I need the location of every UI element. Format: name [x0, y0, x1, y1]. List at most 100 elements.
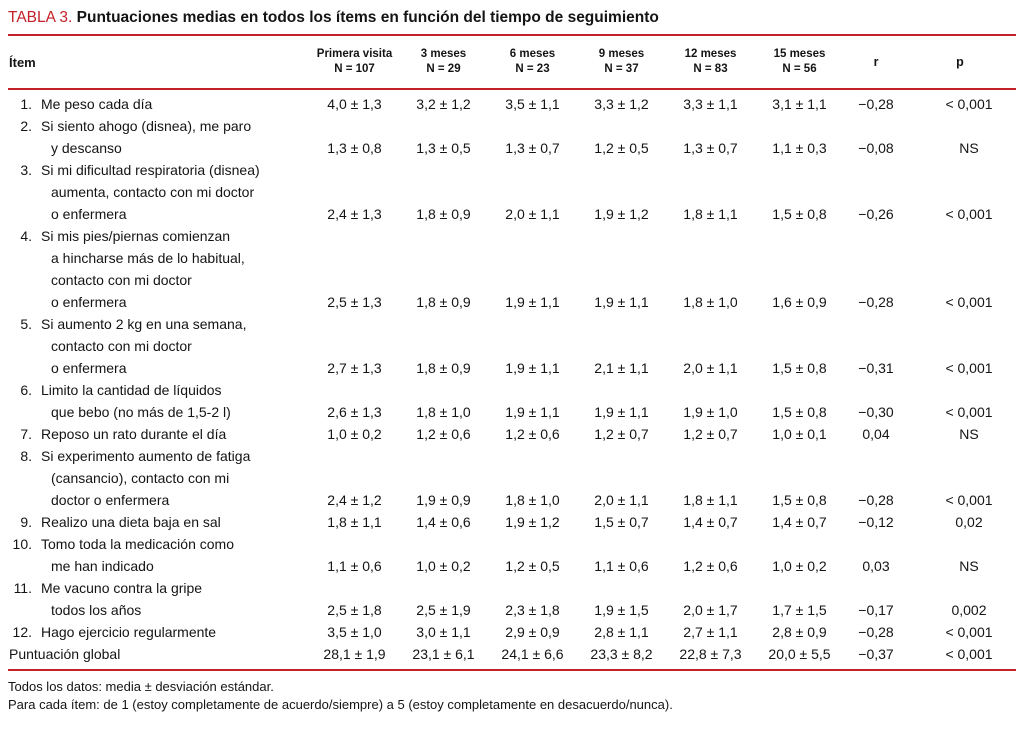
- column-header-visit-label: 9 meses: [598, 48, 645, 60]
- column-header-visit-label: 3 meses: [420, 48, 467, 60]
- score-cell: 3,1 ± 1,1: [772, 96, 827, 112]
- item-text: Puntuación global: [8, 643, 120, 665]
- score-cell: 1,5 ± 0,8: [772, 404, 827, 420]
- r-value-cell: −0,28: [858, 624, 894, 640]
- score-cell: 1,0 ± 0,2: [327, 426, 382, 442]
- score-cell: 1,2 ± 0,7: [594, 426, 649, 442]
- item-number: 10.: [12, 536, 32, 552]
- score-cell: 2,9 ± 0,9: [505, 624, 560, 640]
- score-cell: 1,9 ± 1,1: [505, 360, 560, 376]
- score-cell: 2,7 ± 1,3: [327, 360, 382, 376]
- score-cell: 1,2 ± 0,5: [594, 140, 649, 156]
- column-header-visit: 6 meses N = 23: [488, 47, 577, 77]
- column-header-sample-size: N = 107: [334, 63, 375, 75]
- table-footnotes: Todos los datos: media ± desviación está…: [8, 671, 1016, 714]
- footnote-data-format: Todos los datos: media ± desviación está…: [8, 679, 274, 694]
- table-row: 6. Limito la cantidad de líquidos que beb…: [8, 379, 1016, 423]
- item-cell: 2. Si siento ahogo (disnea), me paro y de…: [8, 115, 310, 159]
- table-row: 12. Hago ejercicio regularmente 3,5 ± 1,…: [8, 621, 1016, 643]
- score-cell: 1,3 ± 0,7: [683, 140, 738, 156]
- item-number: 8.: [20, 448, 32, 464]
- score-cell: 1,1 ± 0,6: [327, 558, 382, 574]
- score-cell: 1,9 ± 1,1: [505, 294, 560, 310]
- table-row: 11. Me vacuno contra la gripe todos los a…: [8, 577, 1016, 621]
- item-text-line: Si experimento aumento de fatiga: [41, 448, 251, 464]
- table-row: 7. Reposo un rato durante el día 1,0 ± 0…: [8, 423, 1016, 445]
- score-cell: 1,5 ± 0,8: [772, 206, 827, 222]
- score-cell: 2,0 ± 1,1: [683, 360, 738, 376]
- item-text-line: Si siento ahogo (disnea), me paro: [41, 118, 252, 134]
- r-value-cell: −0,31: [858, 360, 894, 376]
- bottom-rule: [8, 669, 1016, 671]
- column-header-visit: 9 meses N = 37: [577, 47, 666, 77]
- p-value-cell: < 0,001: [945, 624, 993, 640]
- item-text-line: Si mi dificultad respiratoria (disnea): [41, 162, 260, 178]
- column-header-sample-size: N = 83: [693, 63, 728, 75]
- table-number-label: TABLA 3.: [8, 9, 73, 26]
- item-text: Si mis pies/piernas comienzan a hincharse…: [32, 225, 245, 313]
- column-header-sample-size: N = 29: [426, 63, 461, 75]
- score-cell: 2,7 ± 1,1: [683, 624, 738, 640]
- table-row: 3. Si mi dificultad respiratoria (disnea…: [8, 159, 1016, 225]
- item-text: Si experimento aumento de fatiga (cansanc…: [32, 445, 250, 511]
- table-row: 4. Si mis pies/piernas comienzan a hincha…: [8, 225, 1016, 313]
- footnote-scale: Para cada ítem: de 1 (estoy completament…: [8, 697, 673, 712]
- table-body: 1. Me peso cada día 4,0 ± 1,3 3,2 ± 1,2 3,…: [8, 90, 1016, 669]
- table-title: TABLA 3. Puntuaciones medias en todos lo…: [8, 7, 1016, 28]
- table-row: 2. Si siento ahogo (disnea), me paro y de…: [8, 115, 1016, 159]
- item-number: 2.: [20, 118, 32, 134]
- item-text: Si mi dificultad respiratoria (disnea) au…: [32, 159, 260, 225]
- r-value-cell: −0,12: [858, 514, 894, 530]
- column-header-sample-size: N = 23: [515, 63, 550, 75]
- p-value-cell: < 0,001: [945, 646, 993, 662]
- item-text-line: Realizo una dieta baja en sal: [41, 514, 221, 530]
- score-cell: 1,2 ± 0,5: [505, 558, 560, 574]
- table-row: 9. Realizo una dieta baja en sal 1,8 ± 1…: [8, 511, 1016, 533]
- item-text: Hago ejercicio regularmente: [32, 621, 216, 643]
- column-header-p: p: [956, 55, 964, 69]
- score-cell: 1,7 ± 1,5: [772, 602, 827, 618]
- score-cell: 24,1 ± 6,6: [501, 646, 564, 662]
- item-text-line: o enfermera: [51, 294, 127, 310]
- item-text-line: Tomo toda la medicación como: [41, 536, 234, 552]
- p-value-cell: < 0,001: [945, 492, 993, 508]
- item-cell: 10. Tomo toda la medicación como me han i…: [8, 533, 310, 577]
- item-cell: 11. Me vacuno contra la gripe todos los a…: [8, 577, 310, 621]
- item-text-line: Hago ejercicio regularmente: [41, 624, 217, 640]
- score-cell: 1,9 ± 1,1: [505, 404, 560, 420]
- r-value-cell: 0,04: [862, 426, 890, 442]
- p-value-cell: NS: [959, 558, 979, 574]
- item-cell: 5. Si aumento 2 kg en una semana, contact…: [8, 313, 310, 379]
- table-row: 5. Si aumento 2 kg en una semana, contact…: [8, 313, 1016, 379]
- item-cell: 9. Realizo una dieta baja en sal: [8, 511, 310, 533]
- column-header-sample-size: N = 37: [604, 63, 639, 75]
- p-value-cell: < 0,001: [945, 96, 993, 112]
- column-header-visit-label: 6 meses: [509, 48, 556, 60]
- r-value-cell: −0,28: [858, 492, 894, 508]
- table-row: 10. Tomo toda la medicación como me han i…: [8, 533, 1016, 577]
- item-text-line: a hincharse más de lo habitual,: [51, 250, 245, 266]
- score-cell: 1,1 ± 0,6: [594, 558, 649, 574]
- column-header-visit: 3 meses N = 29: [399, 47, 488, 77]
- score-cell: 1,3 ± 0,5: [416, 140, 471, 156]
- score-cell: 1,8 ± 1,1: [327, 514, 382, 530]
- p-value-cell: < 0,001: [945, 360, 993, 376]
- score-cell: 1,8 ± 0,9: [416, 206, 471, 222]
- item-text-line: Si mis pies/piernas comienzan: [41, 228, 231, 244]
- table-row: Puntuación global 28,1 ± 1,9 23,1 ± 6,1 24…: [8, 643, 1016, 665]
- column-header-item: Ítem: [9, 54, 36, 70]
- score-cell: 1,6 ± 0,9: [772, 294, 827, 310]
- score-cell: 3,2 ± 1,2: [416, 96, 471, 112]
- table-header-row: Ítem Primera visita N = 107 3 meses N = …: [8, 36, 1016, 88]
- score-cell: 22,8 ± 7,3: [679, 646, 742, 662]
- item-text-line: y descanso: [51, 140, 122, 156]
- item-text: Limito la cantidad de líquidos que bebo (…: [32, 379, 231, 423]
- item-number: 5.: [20, 316, 32, 332]
- score-cell: 1,0 ± 0,2: [416, 558, 471, 574]
- score-cell: 1,2 ± 0,6: [505, 426, 560, 442]
- score-cell: 1,8 ± 1,1: [683, 206, 738, 222]
- item-text-line: contacto con mi doctor: [51, 338, 192, 354]
- item-text-line: o enfermera: [51, 360, 127, 376]
- column-header-r: r: [873, 55, 879, 69]
- item-number: 4.: [20, 228, 32, 244]
